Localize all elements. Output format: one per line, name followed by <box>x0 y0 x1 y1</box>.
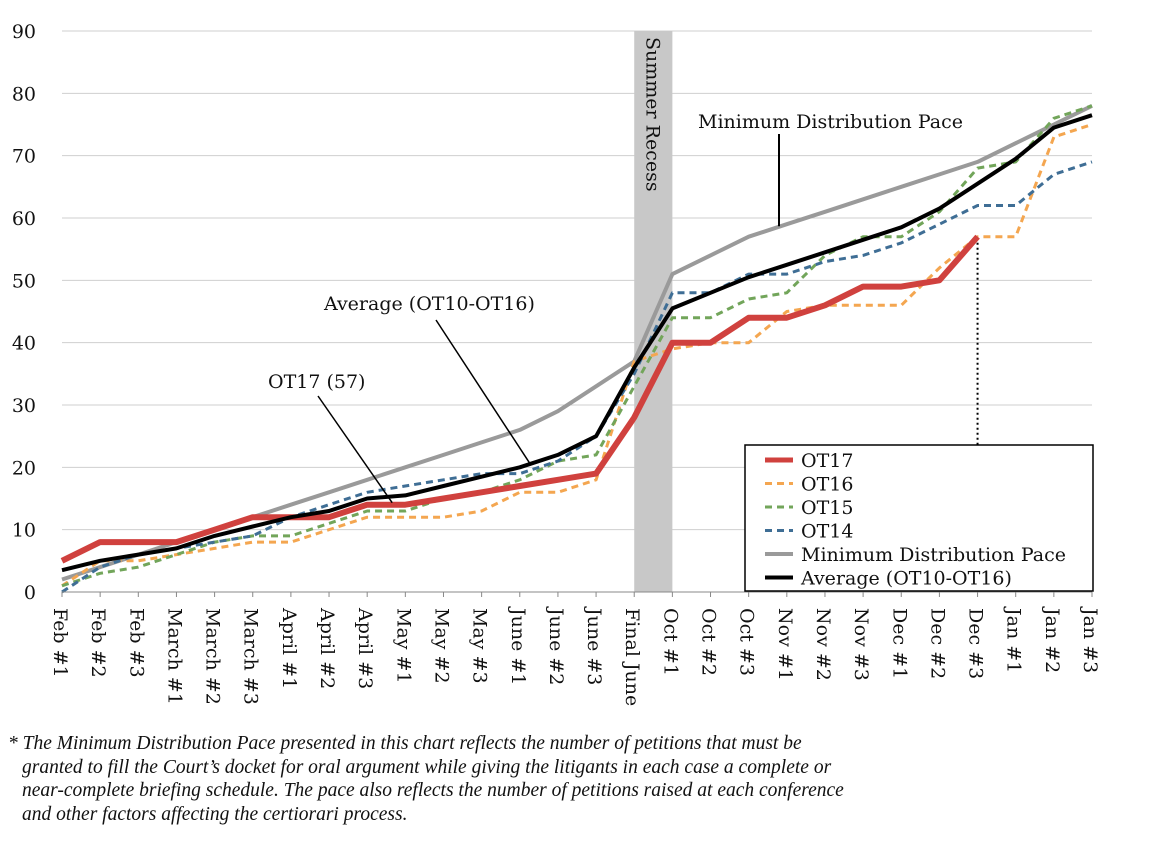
x-tick-label: April #3 <box>354 607 376 689</box>
x-tick-label: Oct #2 <box>698 608 720 676</box>
legend-label: OT15 <box>801 497 853 519</box>
annotation-average: Average (OT10-OT16) <box>323 293 535 315</box>
x-tick-label: Nov #1 <box>774 608 796 681</box>
y-axis-ticks: 0 10 20 30 40 50 60 70 80 90 <box>12 21 36 604</box>
x-tick-label: Feb #2 <box>87 608 109 678</box>
legend-label: OT17 <box>801 450 853 472</box>
y-tick-label: 80 <box>12 83 36 105</box>
legend-label: OT16 <box>801 474 853 496</box>
legend-label: OT14 <box>801 521 853 543</box>
summer-recess-band <box>634 31 673 592</box>
x-tick-label: Nov #3 <box>850 608 872 681</box>
x-tick-label: Dec #2 <box>926 608 948 679</box>
legend-box <box>744 444 1094 592</box>
x-tick-label: April #2 <box>316 607 338 689</box>
footnote-line: near-complete briefing schedule. The pac… <box>22 780 844 801</box>
series-line-ot16 <box>61 123 1093 588</box>
x-axis-ticks: Feb #1 Feb #2 Feb #3 March #1 March #2 March … <box>49 591 1101 706</box>
x-tick-label: Feb #1 <box>49 608 71 678</box>
leader-line <box>317 395 393 504</box>
y-tick-label: 50 <box>12 270 36 292</box>
x-tick-label: Dec #3 <box>965 608 987 679</box>
footnote-line: and other factors affecting the certiora… <box>22 803 408 825</box>
x-tick-label: Jan #1 <box>1003 606 1025 673</box>
y-tick-label: 10 <box>12 520 36 542</box>
x-tick-label: June #1 <box>507 606 529 685</box>
x-tick-label: June #3 <box>583 606 605 685</box>
footnote: * The Minimum Distribution Pace presente… <box>8 732 1148 826</box>
x-tick-label: March #3 <box>240 608 262 705</box>
y-tick-label: 60 <box>12 208 36 230</box>
x-tick-label: April #1 <box>278 607 300 689</box>
y-tick-label: 20 <box>12 457 36 479</box>
x-tick-label: June #2 <box>545 606 567 685</box>
leader-line <box>435 319 531 464</box>
x-tick-label: March #2 <box>202 608 224 705</box>
annotation-ot17: OT17 (57) <box>268 371 365 393</box>
x-tick-label: Jan #2 <box>1041 606 1063 673</box>
x-tick-label: May #1 <box>392 608 414 684</box>
x-tick-label: Oct #1 <box>659 608 681 676</box>
series-line-ot15 <box>61 104 1093 588</box>
y-tick-label: 90 <box>12 21 36 43</box>
x-tick-label: Feb #3 <box>125 608 147 678</box>
x-tick-label: Dec #1 <box>888 608 910 679</box>
footnote-line: * The Minimum Distribution Pace presente… <box>8 733 802 754</box>
legend-label: Minimum Distribution Pace <box>801 544 1066 566</box>
x-tick-label: Nov #2 <box>812 608 834 681</box>
series-line-average-ot10-ot16- <box>61 113 1093 573</box>
y-tick-label: 70 <box>12 146 36 168</box>
x-tick-label: Final June <box>621 608 643 706</box>
footnote-line: granted to fill the Court’s docket for o… <box>22 756 832 778</box>
annotation-leaders <box>317 134 979 504</box>
x-tick-label: Jan #3 <box>1079 606 1101 673</box>
y-tick-label: 0 <box>24 582 36 604</box>
x-tick-label: May #3 <box>469 608 491 684</box>
summer-recess-label: Summer Recess <box>641 37 663 192</box>
legend-label: Average (OT10-OT16) <box>800 568 1012 590</box>
series-layer <box>60 104 1093 594</box>
annotation-minimum-distribution-pace: Minimum Distribution Pace <box>698 111 963 133</box>
y-tick-label: 30 <box>12 395 36 417</box>
x-tick-label: March #1 <box>163 608 185 705</box>
y-tick-label: 40 <box>12 333 36 355</box>
series-line-ot17 <box>60 234 980 564</box>
series-line-ot14 <box>61 160 1093 594</box>
x-tick-label: May #2 <box>430 608 452 684</box>
x-tick-label: Oct #3 <box>736 608 758 676</box>
line-chart: Summer Recess Minimum Distribution Pace … <box>12 21 1101 706</box>
